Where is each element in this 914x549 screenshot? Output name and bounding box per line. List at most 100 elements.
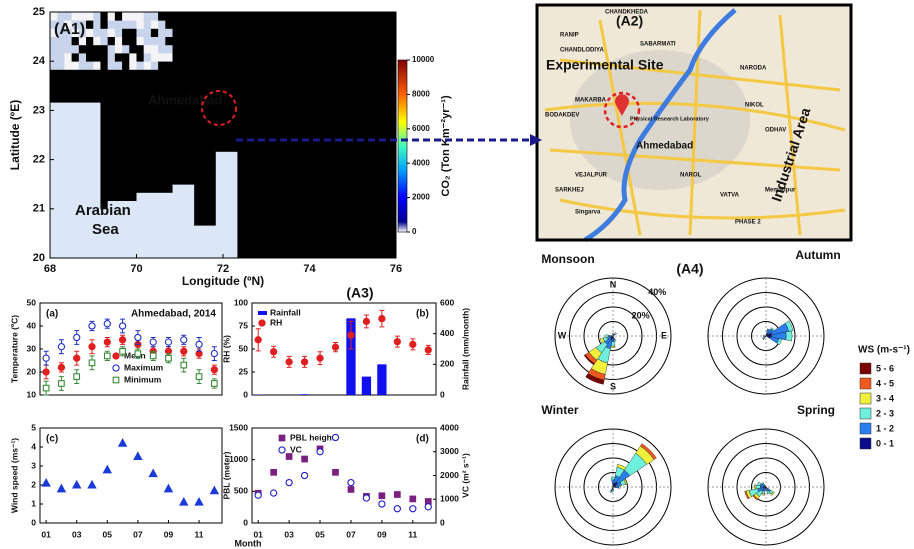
map-cell (288, 61, 296, 70)
map-cell (367, 217, 375, 226)
x-tick-label: 68 (44, 263, 56, 275)
map-cell (180, 250, 188, 259)
y-tick-label: 23 (33, 104, 45, 116)
map-cell (100, 53, 108, 62)
map-cell (64, 78, 72, 87)
map-cell (245, 242, 253, 251)
map-cell (245, 45, 253, 54)
map-cell (346, 86, 354, 95)
map-cell (317, 143, 325, 152)
map-cell (100, 45, 108, 54)
map-cell (187, 78, 195, 87)
map-cell (209, 37, 217, 46)
map-cell (374, 45, 382, 54)
marker (120, 349, 126, 355)
map-cell (115, 69, 123, 78)
map-cell (324, 233, 332, 242)
marker (379, 316, 385, 322)
map-cell (302, 69, 310, 78)
map-cell (360, 45, 368, 54)
map-cell (382, 86, 390, 95)
map-cell (216, 242, 224, 251)
map-cell (252, 242, 260, 251)
marker (363, 318, 369, 324)
map-cell (64, 250, 72, 259)
map-cell (252, 45, 260, 54)
map-cell (324, 217, 332, 226)
map-cell (100, 86, 108, 95)
map-cell (302, 53, 310, 62)
map-cell (295, 201, 303, 210)
map-cell (237, 192, 245, 201)
map-cell (382, 45, 390, 54)
map-cell (216, 135, 224, 144)
map-cell (338, 45, 346, 54)
map-cell (237, 127, 245, 136)
map-cell (237, 250, 245, 259)
map-cell (115, 86, 123, 95)
map-cell (64, 135, 72, 144)
map-cell (108, 110, 116, 119)
legend-marker (279, 447, 285, 453)
map-cell (273, 168, 281, 177)
map-cell (115, 61, 123, 70)
map-cell (324, 201, 332, 210)
map-cell (108, 135, 116, 144)
map-cell (237, 233, 245, 242)
map-cell (288, 250, 296, 259)
compass-label: W (558, 330, 567, 340)
map-cell (86, 176, 94, 185)
map-cell (259, 250, 267, 259)
marker (317, 355, 323, 361)
map-cell (209, 233, 217, 242)
map-cell (259, 37, 267, 46)
legend-marker (113, 365, 119, 371)
map-cell (137, 176, 145, 185)
map-cell (209, 127, 217, 136)
map-cell (93, 160, 101, 169)
map-cell (295, 233, 303, 242)
map-cell (382, 78, 390, 87)
map-cell (64, 242, 72, 251)
map-cell (209, 192, 217, 201)
map-cell (331, 176, 339, 185)
map-cell (180, 217, 188, 226)
map-cell (187, 110, 195, 119)
map-cell (129, 127, 137, 136)
map-cell (122, 250, 130, 259)
map-cell (324, 242, 332, 251)
map-cell (144, 127, 152, 136)
map-cell (137, 151, 145, 160)
map-cell (216, 28, 224, 37)
map-cell (360, 12, 368, 21)
map-cell (93, 45, 101, 54)
map-cell (115, 37, 123, 46)
map-cell (273, 192, 281, 201)
map-cell (367, 209, 375, 218)
panel-label: (c) (46, 434, 58, 445)
map-cell (317, 94, 325, 103)
map-cell (230, 209, 238, 218)
map-cell (382, 209, 390, 218)
legend-marker (113, 353, 119, 359)
map-cell (173, 110, 181, 119)
map-cell (122, 127, 130, 136)
map-cell (382, 192, 390, 201)
map-cell (50, 119, 58, 128)
map-cell (86, 135, 94, 144)
map-cell (209, 143, 217, 152)
map-cell (288, 160, 296, 169)
map-cell (245, 110, 253, 119)
map-cell (122, 225, 130, 234)
map-cell (187, 250, 195, 259)
map-cell (382, 160, 390, 169)
map-cell (252, 28, 260, 37)
map-cell (230, 78, 238, 87)
map-cell (281, 143, 289, 152)
map-cell (389, 61, 397, 70)
marker (332, 434, 338, 440)
map-cell (129, 151, 137, 160)
map-cell (165, 20, 173, 29)
map-cell (158, 201, 166, 210)
y2-axis-title: VC (m² s⁻¹) (460, 453, 470, 498)
